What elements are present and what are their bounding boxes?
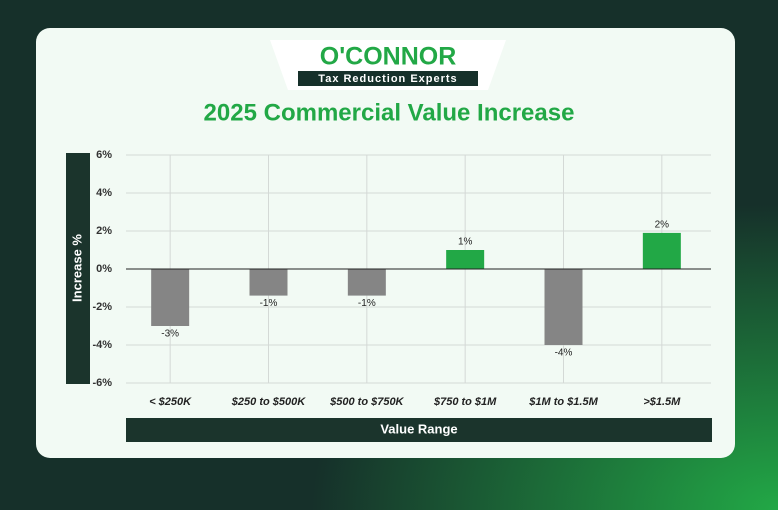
x-label-bar: [126, 418, 712, 442]
bar: [642, 232, 681, 269]
y-axis-label: Increase %: [69, 234, 84, 302]
x-tick-label: $1M to $1.5M: [528, 396, 598, 408]
y-label-bar: [66, 153, 90, 384]
value-label: -4%: [555, 348, 573, 359]
x-tick-label: $750 to $1M: [433, 396, 497, 408]
bar: [249, 269, 288, 296]
chart-title: 2025 Commercial Value Increase: [204, 99, 575, 126]
bar: [347, 269, 386, 296]
bar: [446, 250, 485, 269]
logo-name: O'CONNOR: [320, 43, 457, 71]
y-tick-label: 6%: [96, 149, 112, 161]
x-tick-label: $250 to $500K: [231, 396, 306, 408]
card: [36, 28, 735, 458]
x-tick-label: < $250K: [149, 396, 192, 408]
x-tick-label: >$1.5M: [643, 396, 681, 408]
y-tick-label: 2%: [96, 225, 112, 237]
x-tick-label: $500 to $750K: [329, 396, 404, 408]
value-label: 2%: [655, 220, 670, 231]
value-label: 1%: [458, 237, 473, 248]
bar: [544, 269, 583, 345]
value-label: -1%: [260, 298, 278, 309]
value-label: -1%: [358, 298, 376, 309]
y-tick-label: 4%: [96, 187, 112, 199]
bar: [151, 269, 190, 326]
y-tick-label: -4%: [92, 339, 112, 351]
logo-banner: [298, 71, 478, 86]
y-tick-label: -2%: [92, 301, 112, 313]
y-tick-label: -6%: [92, 377, 112, 389]
value-label: -3%: [161, 329, 179, 340]
x-axis-label: Value Range: [380, 421, 457, 436]
y-tick-label: 0%: [96, 263, 112, 275]
logo-tagline: Tax Reduction Experts: [318, 73, 457, 85]
